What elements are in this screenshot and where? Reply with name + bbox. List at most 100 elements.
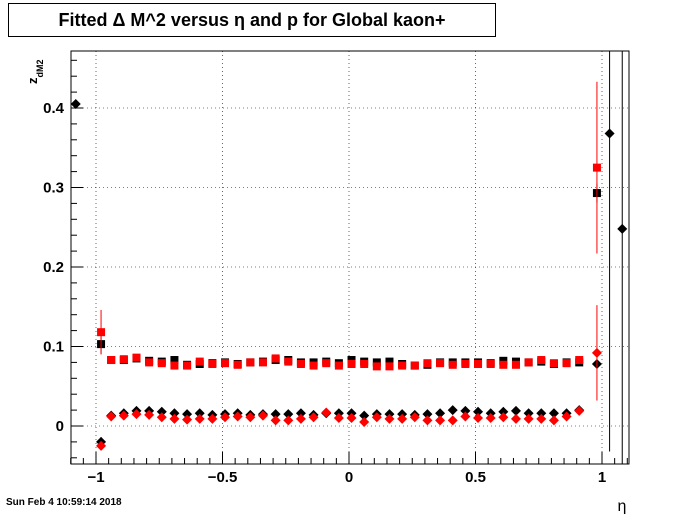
data-point bbox=[245, 412, 256, 423]
data-point bbox=[106, 411, 117, 422]
data-point bbox=[233, 360, 242, 369]
data-point bbox=[183, 361, 192, 370]
data-point bbox=[604, 128, 615, 139]
x-tick-label: 1 bbox=[598, 469, 606, 486]
data-point bbox=[485, 413, 496, 424]
data-point bbox=[182, 414, 193, 425]
data-point bbox=[499, 360, 508, 369]
data-point bbox=[295, 408, 306, 419]
data-point bbox=[194, 413, 205, 424]
data-point bbox=[118, 410, 129, 421]
series-1 bbox=[97, 81, 601, 371]
y-axis-label-sub: dM2 bbox=[35, 60, 45, 78]
data-point bbox=[96, 440, 107, 451]
data-point bbox=[460, 411, 471, 422]
y-tick-label: 0.3 bbox=[43, 180, 64, 197]
x-tick-label: 0.5 bbox=[465, 469, 486, 486]
data-point bbox=[422, 409, 433, 420]
data-point bbox=[246, 358, 255, 367]
data-point bbox=[221, 359, 230, 368]
data-point bbox=[270, 415, 281, 426]
data-point bbox=[537, 356, 546, 365]
data-point bbox=[271, 354, 280, 363]
data-point bbox=[384, 413, 395, 424]
series-3 bbox=[96, 305, 602, 451]
data-point bbox=[145, 358, 154, 367]
data-point bbox=[385, 357, 394, 366]
data-point bbox=[548, 408, 559, 419]
data-point bbox=[232, 411, 243, 422]
data-point bbox=[371, 412, 382, 423]
data-point bbox=[486, 359, 495, 368]
data-point bbox=[447, 405, 458, 416]
data-point bbox=[359, 417, 370, 428]
data-point bbox=[119, 355, 128, 364]
data-point bbox=[97, 328, 106, 337]
plot-frame bbox=[70, 50, 630, 465]
data-points bbox=[70, 51, 628, 464]
data-point bbox=[295, 413, 306, 424]
data-point bbox=[423, 359, 432, 368]
data-point bbox=[322, 359, 331, 368]
data-point bbox=[474, 359, 483, 368]
data-point bbox=[157, 359, 166, 368]
data-point bbox=[562, 359, 571, 368]
data-point bbox=[283, 409, 294, 420]
x-axis-label: η bbox=[618, 498, 627, 514]
y-tick-label: 0 bbox=[56, 418, 64, 435]
data-point bbox=[575, 356, 584, 365]
data-point bbox=[333, 413, 344, 424]
data-point bbox=[107, 356, 116, 365]
data-point bbox=[360, 359, 369, 368]
timestamp-footer: Sun Feb 4 10:59:14 2018 bbox=[6, 497, 122, 508]
chart-title: Fitted Δ M^2 versus η and p for Global k… bbox=[8, 3, 496, 37]
data-point bbox=[283, 415, 294, 426]
axes: −1 −0.5 0 0.5 1 0 0.1 0.2 0.3 0.4 bbox=[43, 59, 628, 486]
data-point bbox=[422, 415, 433, 426]
data-point bbox=[398, 361, 407, 370]
data-point bbox=[308, 412, 319, 423]
data-point bbox=[548, 415, 559, 426]
data-point bbox=[194, 408, 205, 419]
data-point bbox=[170, 361, 179, 370]
data-point bbox=[561, 411, 572, 422]
data-point bbox=[435, 415, 446, 426]
data-point bbox=[169, 413, 180, 424]
data-point bbox=[296, 359, 305, 368]
data-point bbox=[591, 347, 602, 358]
data-point bbox=[170, 356, 179, 365]
data-point bbox=[510, 405, 521, 416]
data-point bbox=[498, 406, 509, 417]
data-point bbox=[284, 357, 293, 366]
data-point bbox=[321, 407, 332, 418]
data-point bbox=[70, 99, 81, 110]
data-point bbox=[511, 360, 520, 369]
y-tick-label: 0.4 bbox=[43, 100, 65, 117]
data-point bbox=[435, 408, 446, 419]
data-point bbox=[448, 360, 457, 369]
data-point bbox=[385, 362, 394, 371]
data-point bbox=[574, 405, 585, 416]
x-tick-label: −1 bbox=[87, 469, 104, 486]
data-point bbox=[346, 413, 357, 424]
y-axis-label: zdM2 bbox=[25, 60, 45, 85]
data-point bbox=[156, 412, 167, 423]
data-point bbox=[372, 362, 381, 371]
data-point bbox=[208, 359, 217, 368]
data-point bbox=[132, 353, 141, 362]
data-point bbox=[144, 409, 155, 420]
data-point bbox=[359, 410, 370, 421]
data-point bbox=[309, 361, 318, 370]
data-point bbox=[270, 409, 281, 420]
data-point bbox=[549, 359, 558, 368]
data-point bbox=[498, 412, 509, 423]
data-point bbox=[460, 405, 471, 416]
data-point bbox=[182, 409, 193, 420]
data-point bbox=[397, 413, 408, 424]
grid-lines bbox=[71, 51, 629, 464]
data-point bbox=[592, 163, 601, 172]
y-axis-label-main: z bbox=[25, 77, 40, 84]
data-point bbox=[195, 357, 204, 366]
data-point bbox=[447, 415, 458, 426]
